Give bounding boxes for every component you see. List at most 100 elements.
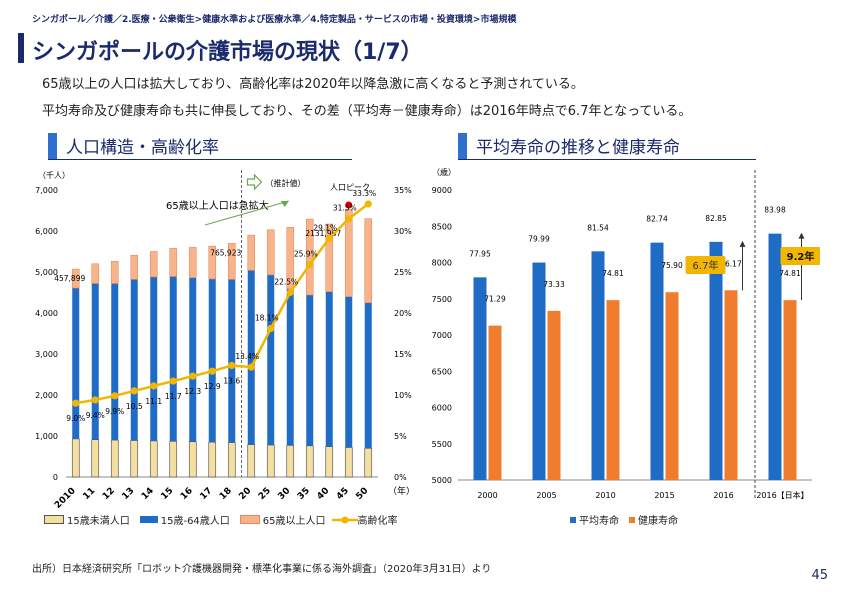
section-title-population: 人口構造・高齢化率 xyxy=(66,138,219,158)
y-axis-title: （千人） xyxy=(38,170,70,180)
rate-point xyxy=(91,396,99,404)
x-tick-label: 2000 xyxy=(477,491,497,500)
legend-label-under15: 15歳未満人口 xyxy=(67,516,130,527)
bar-life-expectancy xyxy=(650,242,664,480)
y2-tick-label: 15% xyxy=(394,350,412,359)
x-tick-label: 15 xyxy=(159,486,175,502)
bar-working xyxy=(111,283,119,441)
bar-under15 xyxy=(266,444,275,478)
bar-working xyxy=(189,277,197,442)
legend-label-working: 15歳-64歳人口 xyxy=(160,516,230,527)
life-value-label: 83.98 xyxy=(764,206,786,215)
bar-under15 xyxy=(325,446,334,478)
growth-arrow-head xyxy=(280,201,289,207)
legend-label-elderly: 65歳以上人口 xyxy=(262,516,326,527)
bar-life-expectancy xyxy=(591,251,605,480)
bar-working xyxy=(91,283,99,440)
legend-population: 15歳未満人口 15歳-64歳人口 65歳以上人口 高齢化率 xyxy=(44,512,398,527)
bar-elderly xyxy=(91,263,100,284)
bar-elderly xyxy=(266,229,275,276)
x-tick-label: 13 xyxy=(120,486,136,502)
total-label: 2131,967 xyxy=(305,229,341,238)
rate-label: 9.0% xyxy=(66,414,85,423)
rate-label: 22.5% xyxy=(274,278,298,287)
legend-swatch-elderly xyxy=(239,515,260,524)
life-expectancy-chart: （歳） 5000 5500 6000 6500 7000 7500 8000 8500 9000 7… xyxy=(432,167,820,500)
x-tick-label: 2010 xyxy=(595,491,615,500)
rate-label: 11.7 xyxy=(165,392,182,401)
rate-label: 11.1 xyxy=(145,397,162,406)
x-tick-label: 17 xyxy=(198,486,214,502)
x-tick-label: 16 xyxy=(179,486,195,502)
rate-point xyxy=(150,382,158,390)
legend-swatch-health xyxy=(629,516,635,523)
bar-working xyxy=(325,291,333,447)
estimate-arrow-icon xyxy=(246,173,263,191)
x-axis-title: （年） xyxy=(388,485,415,497)
rate-label: 12.9 xyxy=(204,382,221,391)
bar-under15 xyxy=(305,445,314,478)
bar-elderly xyxy=(149,251,158,278)
x-tick-label: 14 xyxy=(140,486,156,502)
y-tick-label: 6,000 xyxy=(35,227,58,236)
bar-elderly xyxy=(208,245,217,280)
y-axis-title: （歳） xyxy=(432,167,456,177)
bar-working xyxy=(306,294,314,446)
rate-label: 10.5 xyxy=(126,402,143,411)
x-tick-label: 11 xyxy=(81,486,97,502)
bar-elderly xyxy=(188,247,197,279)
y-tick-label: 6500 xyxy=(432,367,452,376)
bar-elderly xyxy=(130,254,139,280)
total-label: 765,923 xyxy=(210,248,241,257)
rate-point xyxy=(286,288,294,297)
bar-working xyxy=(247,270,255,445)
bar-under15 xyxy=(91,439,100,478)
bar-elderly xyxy=(227,243,236,280)
y2-tick-label: 20% xyxy=(394,309,412,318)
x-tick-label: 50 xyxy=(354,486,370,502)
rate-label: 31.5% xyxy=(333,204,357,213)
bar-life-expectancy xyxy=(709,241,723,480)
bar-under15 xyxy=(169,441,178,478)
bar-working xyxy=(130,279,138,441)
x-tick-label: 40 xyxy=(315,486,331,502)
bar-working xyxy=(345,296,353,448)
rate-label: 29.1% xyxy=(313,223,337,232)
gap-label: 6.7年 xyxy=(693,259,719,272)
bar-under15 xyxy=(227,442,236,478)
rate-point xyxy=(130,387,138,395)
population-chart: （千人） 0 1,000 2,000 3,000 4,000 5,000 6,000 7,000… xyxy=(35,170,415,510)
y-tick-label: 9000 xyxy=(432,186,452,195)
y-tick-label: 2,000 xyxy=(35,391,58,400)
bar-working xyxy=(72,287,80,439)
rate-point xyxy=(169,377,177,385)
bar-healthy-life-expectancy xyxy=(606,300,620,480)
rate-label: 9.4% xyxy=(86,411,105,420)
gap-arrow-head xyxy=(739,240,746,247)
x-tick-label: 25 xyxy=(257,486,273,502)
rate-line xyxy=(75,202,370,405)
rate-label: 13.4% xyxy=(235,352,259,361)
gap-label: 9.2年 xyxy=(787,250,815,263)
x-tick-label: 20 xyxy=(237,486,253,502)
bar-working xyxy=(150,276,158,441)
gap-badge xyxy=(780,247,820,265)
bar-elderly xyxy=(305,218,314,296)
y-tick-label: 5000 xyxy=(432,476,452,485)
legend-label-rate: 高齢化率 xyxy=(357,516,398,527)
rate-point xyxy=(364,200,372,208)
x-tick-label: 2016 xyxy=(713,491,733,500)
health-value-label: 75.90 xyxy=(661,261,683,270)
bar-under15 xyxy=(149,440,158,478)
bar-life-expectancy xyxy=(473,277,487,480)
y-tick-label: 8500 xyxy=(432,222,452,231)
y-tick-label: 7000 xyxy=(432,331,452,340)
y-tick-label: 5,000 xyxy=(35,268,58,277)
rate-point xyxy=(325,234,333,242)
bar-life-expectancy xyxy=(768,233,782,480)
bar-working xyxy=(228,279,236,443)
bar-elderly xyxy=(286,227,295,290)
bar-healthy-life-expectancy xyxy=(665,292,679,480)
bar-under15 xyxy=(344,447,353,478)
section-header-population: 人口構造・高齢化率 xyxy=(48,133,352,160)
